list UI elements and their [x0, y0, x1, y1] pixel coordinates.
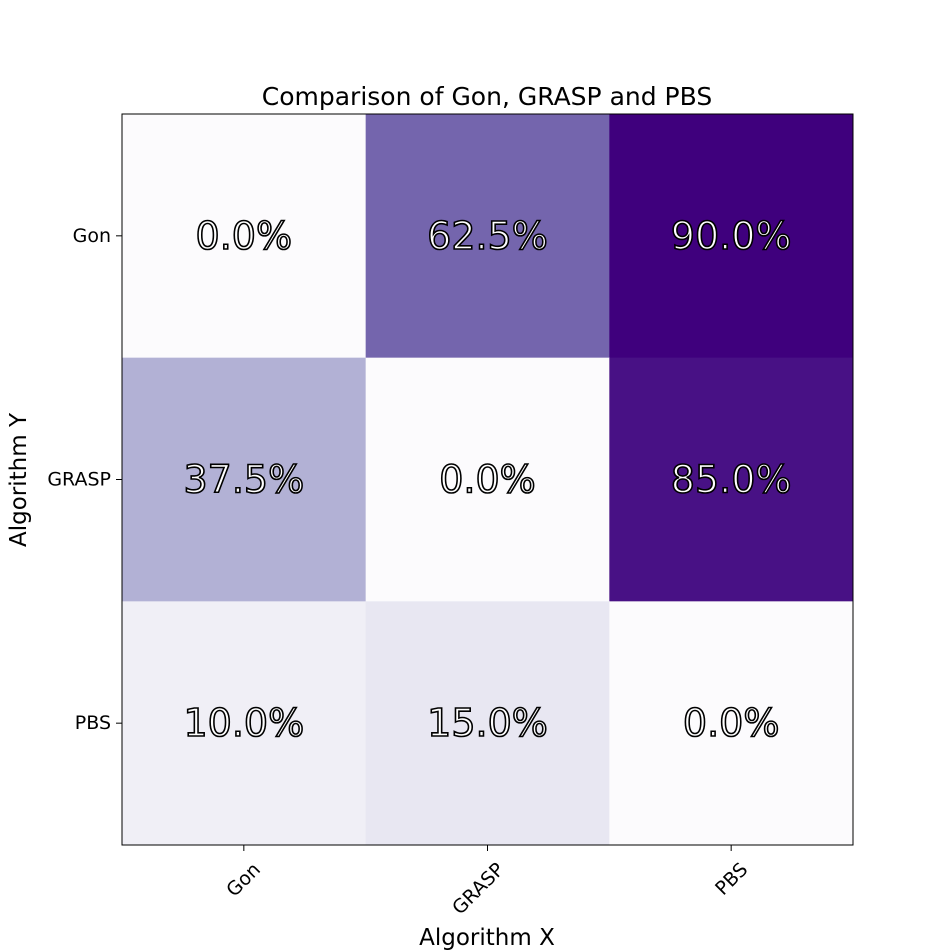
x-tick-label: PBS [711, 859, 752, 900]
heatmap-cell-label: 85.0% [671, 458, 792, 502]
heatmap-cell-gon-gon [122, 114, 367, 359]
heatmap-cell-label: 0.0% [683, 701, 780, 745]
heatmap-cell-grasp-pbs [609, 357, 854, 602]
y-tick-label: Gon [73, 225, 111, 247]
heatmap-cell-gon-pbs [609, 114, 854, 359]
x-tick-label: GRASP [448, 859, 509, 920]
heatmap-cell-label: 15.0% [427, 701, 548, 745]
y-axis-label: Algorithm Y [6, 412, 32, 547]
heatmap-cell-gon-grasp [365, 114, 610, 359]
heatmap-cell-label: 0.0% [439, 458, 536, 502]
heatmap-cell-pbs-pbs [609, 601, 854, 846]
heatmap-cells [122, 114, 854, 846]
x-axis-label: Algorithm X [419, 925, 555, 950]
y-tick-label: GRASP [47, 469, 111, 491]
heatmap-cell-label: 62.5% [427, 214, 548, 258]
y-tick-label: PBS [75, 712, 111, 734]
heatmap-cell-grasp-grasp [365, 357, 610, 602]
x-tick-label: Gon [222, 859, 265, 902]
heatmap-cell-pbs-grasp [365, 601, 610, 846]
heatmap-cell-labels: 0.0% 62.5% 90.0% 37.5% 0.0% 85.0% 10.0% 15.0% 0.… [183, 213, 793, 746]
heatmap-cell-label: 0.0% [196, 214, 293, 258]
heatmap-cell-label: 90.0% [671, 214, 792, 258]
heatmap-cell-pbs-gon [122, 601, 367, 846]
heatmap-cell-grasp-gon [122, 357, 367, 602]
heatmap-cell-label: 37.5% [183, 458, 304, 502]
chart-title: Comparison of Gon, GRASP and PBS [262, 82, 712, 111]
heatmap-cell-label: 10.0% [183, 701, 304, 745]
